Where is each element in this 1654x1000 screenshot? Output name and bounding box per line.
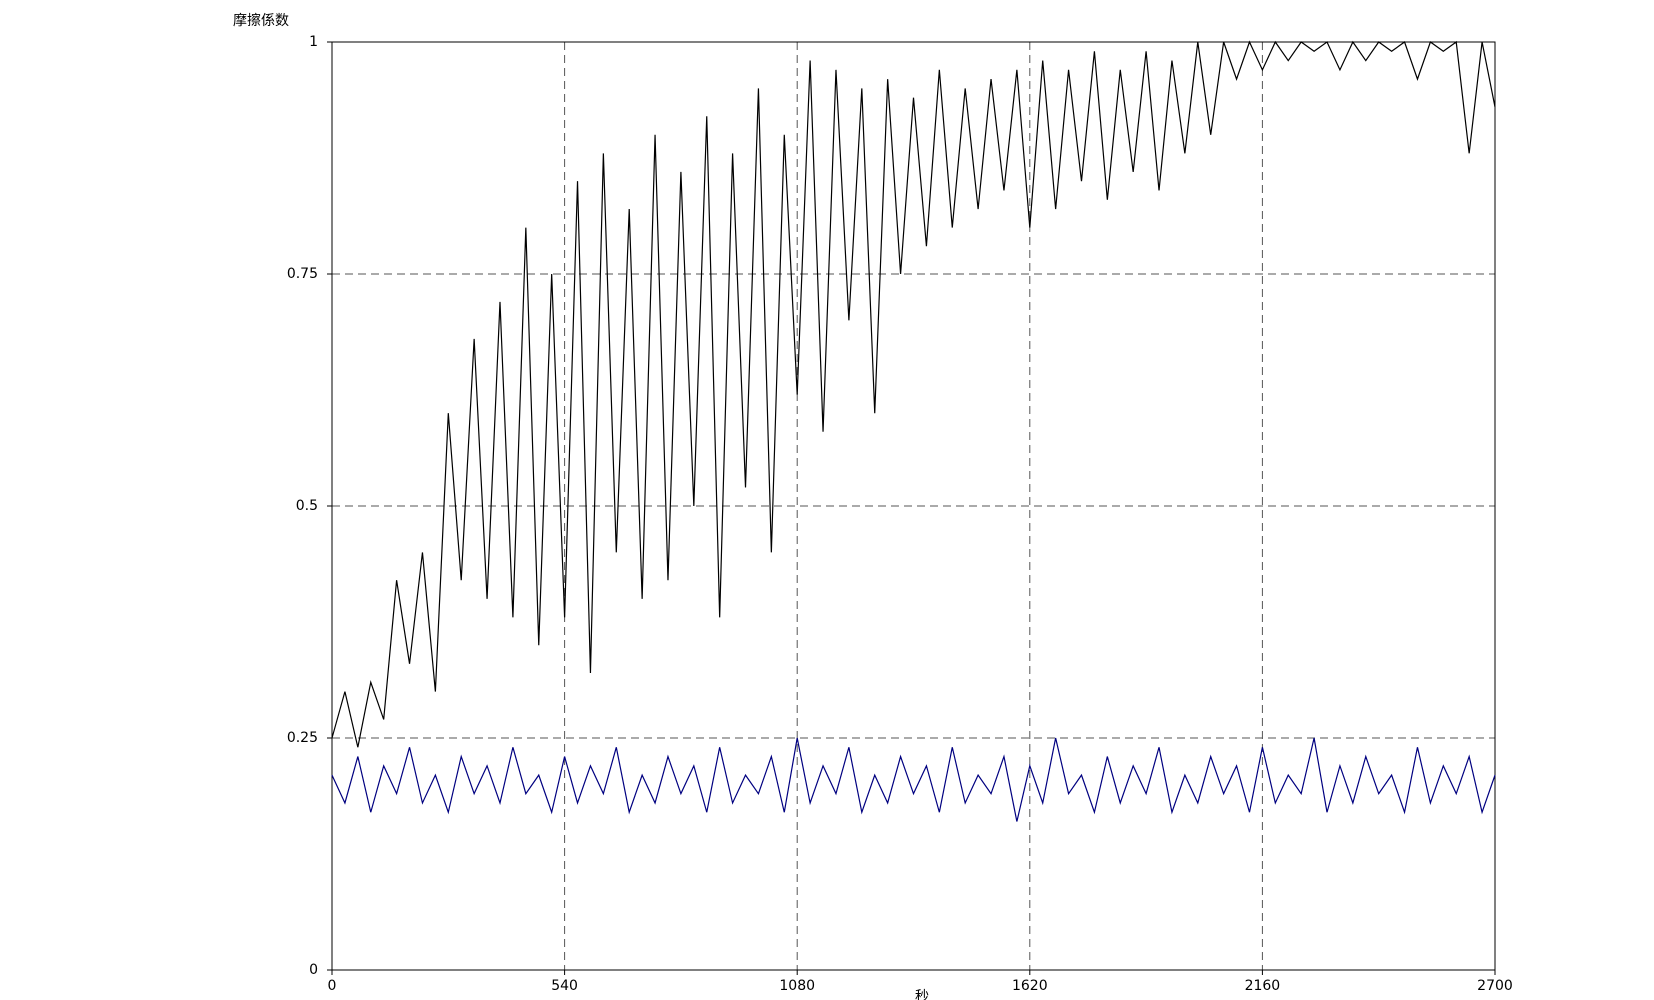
y-tick-label: 0.75 <box>287 266 318 282</box>
x-tick-label: 2700 <box>1477 978 1513 994</box>
y-tick-label: 0 <box>309 962 318 978</box>
data-line <box>331 737 1496 822</box>
plot-frame <box>331 41 1496 971</box>
x-tick-label: 0 <box>328 978 337 994</box>
y-tick-label: 0.5 <box>296 498 318 514</box>
data-line <box>331 40 1496 748</box>
x-tick-label: 540 <box>551 978 578 994</box>
y-axis-label: 摩擦係数 <box>233 12 289 29</box>
x-tick-label: 2160 <box>1245 978 1281 994</box>
y-tick-label: 1 <box>309 34 318 50</box>
x-tick-label: 1080 <box>779 978 815 994</box>
x-tick-label: 1620 <box>1012 978 1048 994</box>
x-axis-label: 秒 <box>915 989 929 1000</box>
y-tick-label: 0.25 <box>287 730 318 746</box>
